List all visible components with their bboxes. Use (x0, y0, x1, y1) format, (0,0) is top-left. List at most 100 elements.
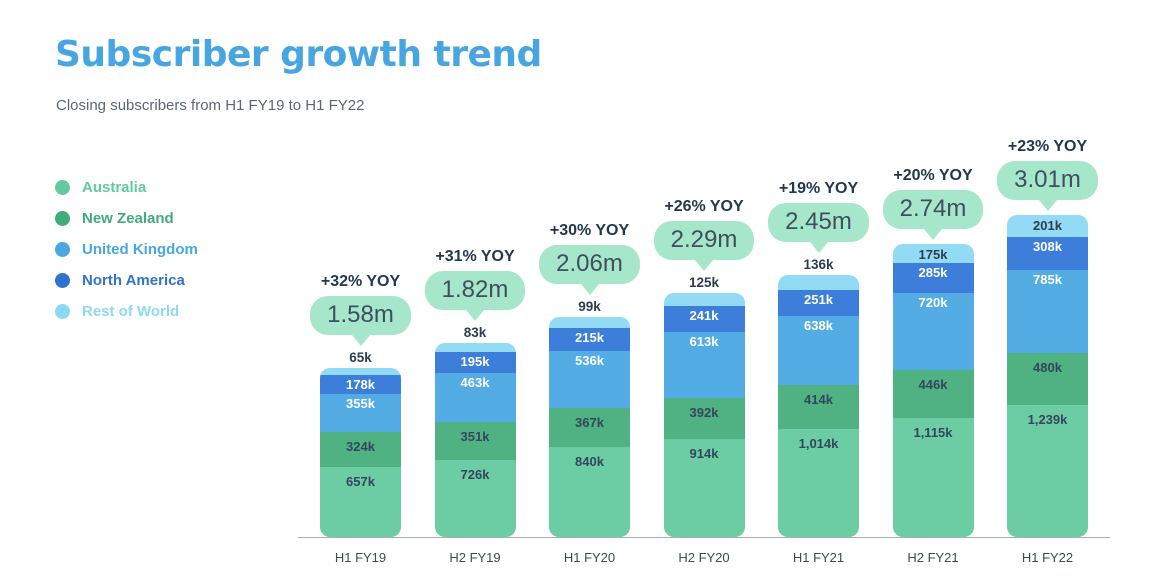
bar-segment-australia: 1,115k (892, 417, 974, 537)
bar-segment-new-zealand: 392k (663, 397, 745, 440)
bar-segment-rest-of-world (778, 275, 859, 290)
axis-tick-label: H1 FY22 (1021, 550, 1074, 565)
segment-value-label: 914k (689, 446, 719, 462)
segment-value-label: 613k (689, 334, 719, 350)
segment-value-label: 720k (918, 295, 948, 311)
segment-value-label: 351k (460, 429, 490, 444)
bar-stack: 241k 613k 392k 914k (663, 292, 745, 537)
bar-column-h1-fy19: +32% YOY 1.58m 65k 178k 355k 324k 657k (310, 273, 411, 537)
segment-value-label: 178k (346, 377, 375, 393)
segment-value-label: 308k (1033, 238, 1062, 254)
segment-value-label: 215k (575, 329, 604, 345)
bar-segment-united-kingdom: 638k (778, 316, 859, 385)
yoy-label: +30% YOY (549, 221, 630, 239)
axis-tick-label: H1 FY20 (563, 550, 616, 565)
rest-of-world-dot-icon (55, 303, 70, 319)
bar-stack: 178k 355k 324k 657k (320, 368, 401, 537)
yoy-label: +23% YOY (1007, 137, 1088, 155)
bar-segment-australia: 657k (320, 466, 401, 537)
segment-value-label: 638k (804, 318, 833, 334)
bar-segment-new-zealand: 351k (434, 422, 516, 460)
bubble-tail-icon (466, 309, 484, 321)
segment-value-label: 414k (804, 391, 833, 407)
segment-value-label: 367k (575, 415, 604, 431)
axis-tick-label: H1 FY21 (792, 550, 845, 565)
bar-segment-north-america: 195k (434, 351, 516, 373)
legend-label: New Zealand (82, 209, 174, 227)
bar-stack: 251k 638k 414k 1,014k (778, 275, 859, 537)
yoy-label: +31% YOY (435, 247, 515, 265)
total-bubble: 2.74m (882, 189, 984, 230)
total-bubble: 2.45m (768, 202, 869, 243)
total-callout: 2.06m (539, 244, 640, 296)
bubble-tail-icon (351, 335, 370, 347)
segment-value-label: 175k (918, 247, 948, 263)
bar-segment-north-america: 178k (320, 375, 401, 395)
bar-column-h1-fy22: +23% YOY 3.01m 201k 308k 785k 480k 1,239k (997, 137, 1098, 537)
bar-segment-new-zealand: 414k (778, 384, 859, 429)
bar-segment-rest-of-world: 201k (1007, 215, 1088, 237)
segment-value-label: 840k (575, 454, 604, 470)
bar-segment-north-america: 308k (1007, 236, 1088, 270)
bar-segment-australia: 726k (434, 459, 516, 537)
rest-of-world-outside-label: 99k (578, 299, 601, 315)
yoy-label: +19% YOY (778, 179, 859, 197)
bar-segment-united-kingdom: 463k (434, 372, 516, 422)
bar-segment-australia: 1,239k (1007, 404, 1088, 537)
page-subtitle: Closing subscribers from H1 FY19 to H1 F… (56, 97, 365, 114)
bar-stack: 175k 285k 720k 446k 1,115k (892, 244, 974, 537)
bar-stack: 201k 308k 785k 480k 1,239k (1007, 215, 1088, 537)
bar-segment-rest-of-world (320, 368, 401, 376)
segment-value-label: 480k (1033, 360, 1062, 376)
bar-segment-new-zealand: 324k (320, 432, 401, 467)
yoy-label: +20% YOY (893, 166, 973, 184)
bar-segment-north-america: 241k (663, 306, 745, 333)
total-bubble: 1.82m (424, 270, 526, 310)
bar-segment-australia: 840k (549, 447, 630, 537)
total-callout: 1.58m (310, 296, 411, 347)
australia-dot-icon (55, 179, 70, 195)
axis-tick-label: H2 FY19 (449, 550, 501, 565)
rest-of-world-outside-label: 125k (688, 274, 720, 290)
legend-label: United Kingdom (82, 240, 198, 258)
bar-segment-united-kingdom: 613k (663, 332, 745, 398)
axis-labels: H1 FY19 H2 FY19 H1 FY20 H2 FY20 H1 FY21 H2 FY… (298, 538, 1110, 586)
bar-segment-new-zealand: 367k (549, 408, 630, 448)
page-title: Subscriber growth trend (55, 34, 542, 75)
bubble-tail-icon (580, 284, 599, 296)
segment-value-label: 1,115k (913, 424, 953, 440)
bar-segment-rest-of-world (549, 317, 630, 328)
bar-column-h2-fy20: +26% YOY 2.29m 125k 241k 613k 392k 914k (653, 197, 755, 537)
segment-value-label: 201k (1033, 218, 1062, 234)
bar-segment-new-zealand: 446k (892, 370, 974, 418)
axis-tick-label: H1 FY19 (334, 550, 387, 565)
segment-value-label: 392k (689, 404, 719, 420)
bar-stack: 215k 536k 367k 840k (549, 317, 630, 537)
total-callout: 2.29m (653, 220, 755, 271)
legend-item-new-zealand: New Zealand (55, 207, 198, 229)
yoy-label: +26% YOY (664, 197, 744, 215)
axis-tick-label: H2 FY21 (907, 550, 959, 565)
total-bubble: 1.58m (310, 296, 411, 336)
total-bubble: 2.29m (653, 220, 755, 260)
total-bubble: 2.06m (539, 244, 640, 285)
bar-stack: 195k 463k 351k 726k (434, 342, 516, 537)
segment-value-label: 1,239k (1027, 411, 1068, 427)
legend-item-north-america: North America (55, 269, 198, 291)
bubble-tail-icon (809, 242, 828, 254)
bar-segment-new-zealand: 480k (1007, 353, 1088, 405)
bar-column-h1-fy21: +19% YOY 2.45m 136k 251k 638k 414k 1,014k (768, 179, 869, 537)
bar-segment-north-america: 251k (778, 289, 859, 317)
total-callout: 2.45m (768, 202, 869, 254)
bubble-tail-icon (695, 259, 713, 271)
segment-value-label: 536k (575, 352, 604, 368)
bar-segment-north-america: 215k (549, 327, 630, 351)
segment-value-label: 241k (689, 308, 719, 324)
north-america-dot-icon (55, 272, 70, 288)
bar-segment-north-america: 285k (892, 263, 974, 294)
rest-of-world-outside-label: 136k (803, 257, 834, 273)
segment-value-label: 446k (918, 377, 948, 393)
legend-item-rest-of-world: Rest of World (55, 300, 198, 322)
bubble-tail-icon (1038, 200, 1057, 212)
